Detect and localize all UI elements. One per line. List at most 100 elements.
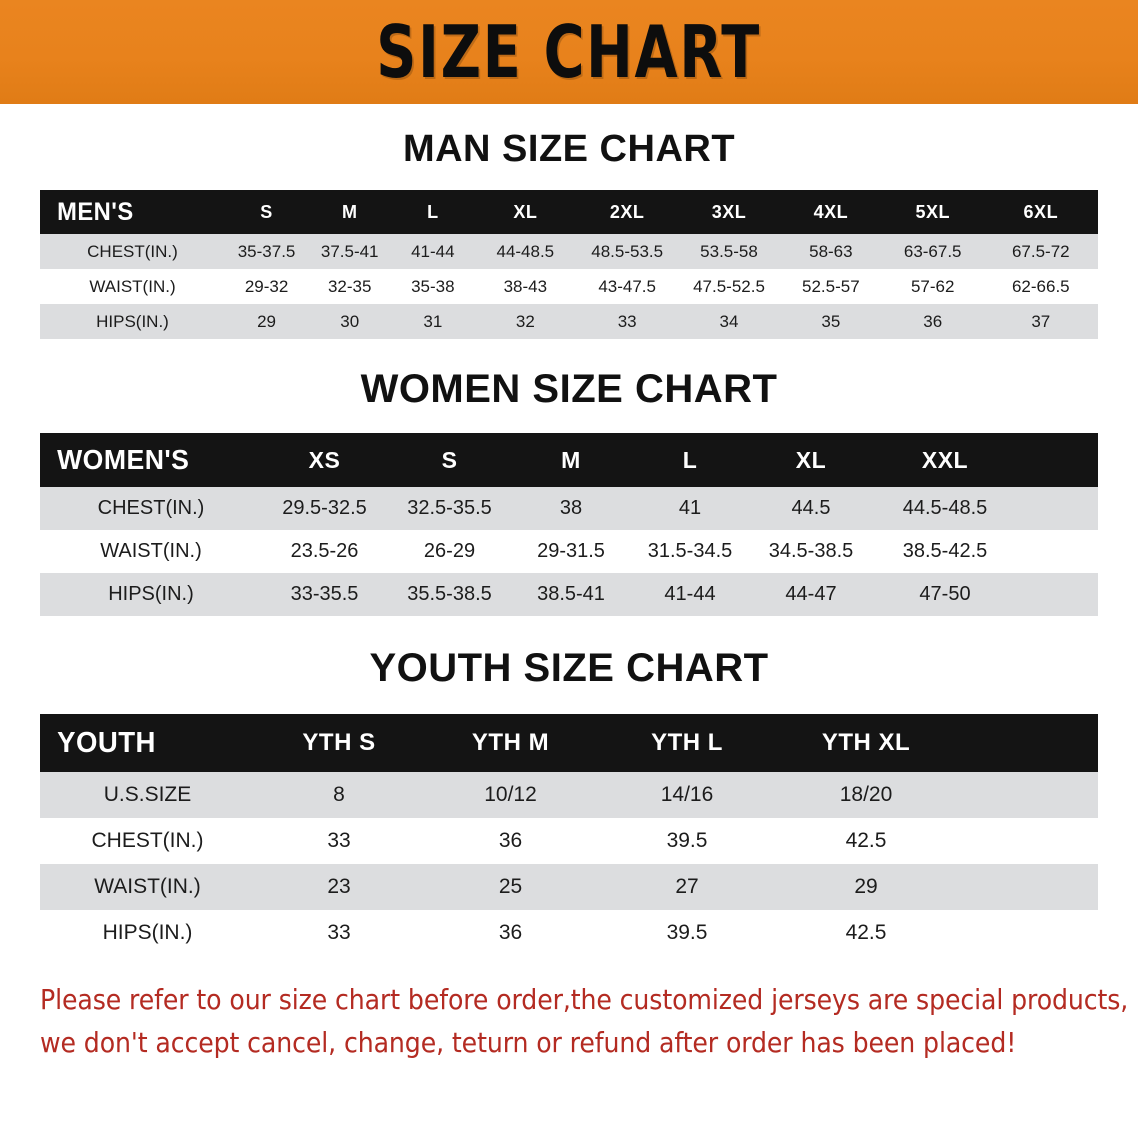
table-cell: 32 bbox=[515, 311, 535, 331]
table-cell: 29.5-32.5 bbox=[282, 497, 367, 519]
youth-hips-label: HIPS(IN.) bbox=[102, 921, 193, 944]
table-cell: 29-32 bbox=[244, 276, 289, 296]
table-cell-spacer bbox=[956, 910, 1098, 956]
youth-row-header-label: YOUTH bbox=[57, 726, 156, 759]
table-row: WAIST(IN.) 23 25 27 29 bbox=[40, 864, 1098, 910]
women-header-row: WOMEN'S XS S M L XL XXL bbox=[40, 433, 1098, 487]
table-cell: 47.5-52.5 bbox=[693, 276, 765, 296]
table-cell: 63-67.5 bbox=[903, 241, 962, 261]
youth-table-wrapper: YOUTH YTH S YTH M YTH L YTH XL U.S.SIZE … bbox=[40, 714, 1098, 956]
table-cell: 8 bbox=[333, 783, 345, 806]
man-col-s: S bbox=[260, 201, 273, 222]
table-cell: 32.5-35.5 bbox=[407, 497, 492, 519]
table-row: U.S.SIZE 8 10/12 14/16 18/20 bbox=[40, 772, 1098, 818]
table-cell: 33 bbox=[617, 311, 637, 331]
women-hips-label: HIPS(IN.) bbox=[108, 583, 194, 605]
disclaimer-line-2: we don't accept cancel, change, teturn o… bbox=[40, 1026, 1017, 1060]
women-row-header-label: WOMEN'S bbox=[57, 444, 190, 475]
table-cell: 44-48.5 bbox=[496, 241, 555, 261]
table-cell: 29 bbox=[854, 875, 878, 898]
table-row: HIPS(IN.) 33-35.5 35.5-38.5 38.5-41 41-4… bbox=[40, 573, 1098, 616]
table-cell: 39.5 bbox=[666, 829, 708, 852]
women-col-xxl: XXL bbox=[921, 446, 969, 473]
table-cell: 52.5-57 bbox=[802, 276, 860, 296]
page-banner: SIZE CHART bbox=[0, 0, 1138, 104]
man-col-5xl: 5XL bbox=[915, 201, 950, 222]
table-cell: 57-62 bbox=[910, 276, 955, 296]
table-cell: 44-47 bbox=[785, 583, 837, 605]
women-col-l: L bbox=[682, 446, 698, 473]
table-cell: 44.5-48.5 bbox=[902, 497, 988, 519]
table-cell: 35-37.5 bbox=[237, 241, 296, 261]
table-cell: 27 bbox=[675, 875, 699, 898]
table-cell: 14/16 bbox=[660, 783, 714, 806]
man-row-header-label: MEN'S bbox=[57, 197, 134, 226]
table-cell: 36 bbox=[923, 311, 943, 331]
man-col-2xl: 2XL bbox=[609, 201, 645, 222]
man-col-4xl: 4XL bbox=[813, 201, 849, 222]
table-cell: 30 bbox=[340, 311, 360, 331]
man-chest-label: CHEST(IN.) bbox=[87, 241, 178, 261]
table-row: CHEST(IN.) 35-37.5 37.5-41 41-44 44-48.5… bbox=[40, 234, 1098, 269]
table-cell: 18/20 bbox=[839, 783, 893, 806]
man-col-m: M bbox=[341, 201, 358, 222]
table-cell: 44.5 bbox=[791, 497, 831, 519]
women-col-xs: XS bbox=[308, 446, 341, 473]
women-col-spacer bbox=[1018, 433, 1098, 487]
man-section-title: MAN SIZE CHART bbox=[402, 128, 736, 170]
banner-title: SIZE CHART bbox=[376, 10, 762, 94]
disclaimer-line-1: Please refer to our size chart before or… bbox=[40, 983, 1129, 1016]
table-cell: 38.5-41 bbox=[537, 583, 605, 605]
table-cell: 23.5-26 bbox=[290, 540, 359, 562]
table-cell: 33-35.5 bbox=[290, 583, 359, 605]
youth-chest-label: CHEST(IN.) bbox=[91, 829, 204, 852]
youth-col-s: YTH S bbox=[302, 729, 376, 756]
man-col-6xl: 6XL bbox=[1023, 201, 1059, 222]
table-row: HIPS(IN.) 29 30 31 32 33 34 35 36 37 bbox=[40, 304, 1098, 339]
man-hips-label: HIPS(IN.) bbox=[96, 311, 169, 331]
table-row: CHEST(IN.) 29.5-32.5 32.5-35.5 38 41 44.… bbox=[40, 487, 1098, 530]
table-cell: 31.5-34.5 bbox=[647, 540, 733, 562]
women-col-xl: XL bbox=[795, 446, 827, 473]
table-cell: 25 bbox=[498, 875, 523, 898]
table-cell: 23 bbox=[327, 875, 351, 898]
table-cell: 67.5-72 bbox=[1011, 241, 1070, 261]
table-cell: 62-66.5 bbox=[1011, 276, 1070, 296]
table-cell: 43-47.5 bbox=[598, 276, 656, 296]
women-table-wrapper: WOMEN'S XS S M L XL XXL CHEST(IN.) 29.5-… bbox=[40, 433, 1098, 616]
women-section-title: WOMEN SIZE CHART bbox=[360, 367, 778, 411]
table-cell: 39.5 bbox=[666, 921, 708, 944]
table-cell: 35 bbox=[821, 311, 841, 331]
table-cell: 32-35 bbox=[327, 276, 372, 296]
table-cell-spacer bbox=[956, 818, 1098, 864]
youth-header-row: YOUTH YTH S YTH M YTH L YTH XL bbox=[40, 714, 1098, 772]
table-cell: 29 bbox=[257, 311, 277, 331]
youth-waist-label: WAIST(IN.) bbox=[94, 875, 201, 898]
table-cell: 48.5-53.5 bbox=[591, 241, 664, 261]
man-header-row: MEN'S S M L XL 2XL 3XL 4XL 5XL 6XL bbox=[40, 190, 1098, 234]
table-row: WAIST(IN.) 23.5-26 26-29 29-31.5 31.5-34… bbox=[40, 530, 1098, 573]
man-size-table: MEN'S S M L XL 2XL 3XL 4XL 5XL 6XL CHEST… bbox=[40, 190, 1098, 339]
table-cell: 26-29 bbox=[423, 540, 476, 562]
table-cell-spacer bbox=[1018, 573, 1098, 616]
women-chest-label: CHEST(IN.) bbox=[97, 497, 205, 519]
women-col-s: S bbox=[441, 446, 458, 473]
table-cell: 35-38 bbox=[411, 276, 455, 296]
table-cell-spacer bbox=[1018, 530, 1098, 573]
table-cell: 41-44 bbox=[664, 583, 716, 605]
table-cell: 10/12 bbox=[484, 783, 537, 806]
table-row: CHEST(IN.) 33 36 39.5 42.5 bbox=[40, 818, 1098, 864]
youth-ussize-label: U.S.SIZE bbox=[103, 783, 192, 806]
man-col-l: L bbox=[427, 201, 439, 222]
table-cell: 38.5-42.5 bbox=[902, 540, 988, 562]
youth-col-m: YTH M bbox=[471, 729, 550, 756]
table-cell: 34 bbox=[719, 311, 739, 331]
table-cell-spacer bbox=[1018, 487, 1098, 530]
women-col-m: M bbox=[561, 446, 581, 473]
table-cell: 37 bbox=[1031, 311, 1051, 331]
table-cell: 29-31.5 bbox=[537, 540, 605, 562]
table-cell: 38-43 bbox=[503, 276, 548, 296]
man-waist-label: WAIST(IN.) bbox=[89, 276, 176, 296]
table-cell: 31 bbox=[423, 311, 443, 331]
women-waist-label: WAIST(IN.) bbox=[100, 540, 202, 562]
